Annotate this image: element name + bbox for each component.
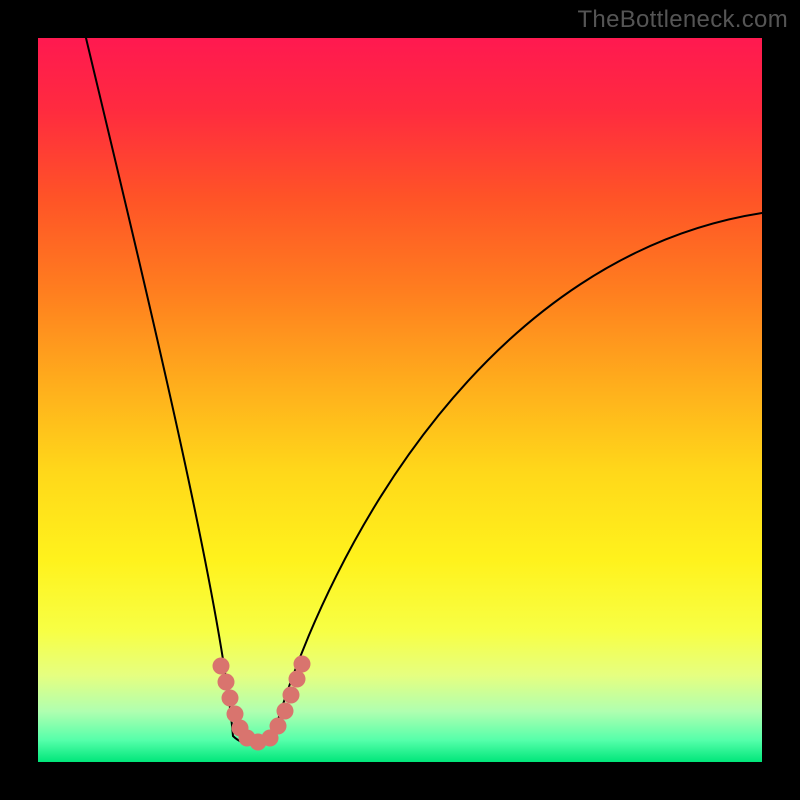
notch-marker-dot	[294, 656, 311, 673]
watermark-text: TheBottleneck.com	[577, 6, 788, 34]
notch-marker-dot	[218, 674, 235, 691]
notch-marker-dot	[289, 671, 306, 688]
plot-svg	[38, 38, 762, 762]
notch-marker-dot	[213, 658, 230, 675]
notch-marker-dot	[283, 687, 300, 704]
plot-area	[38, 38, 762, 762]
notch-marker-dot	[277, 703, 294, 720]
notch-marker-dot	[222, 690, 239, 707]
notch-marker-dot	[270, 718, 287, 735]
gradient-background	[38, 38, 762, 762]
